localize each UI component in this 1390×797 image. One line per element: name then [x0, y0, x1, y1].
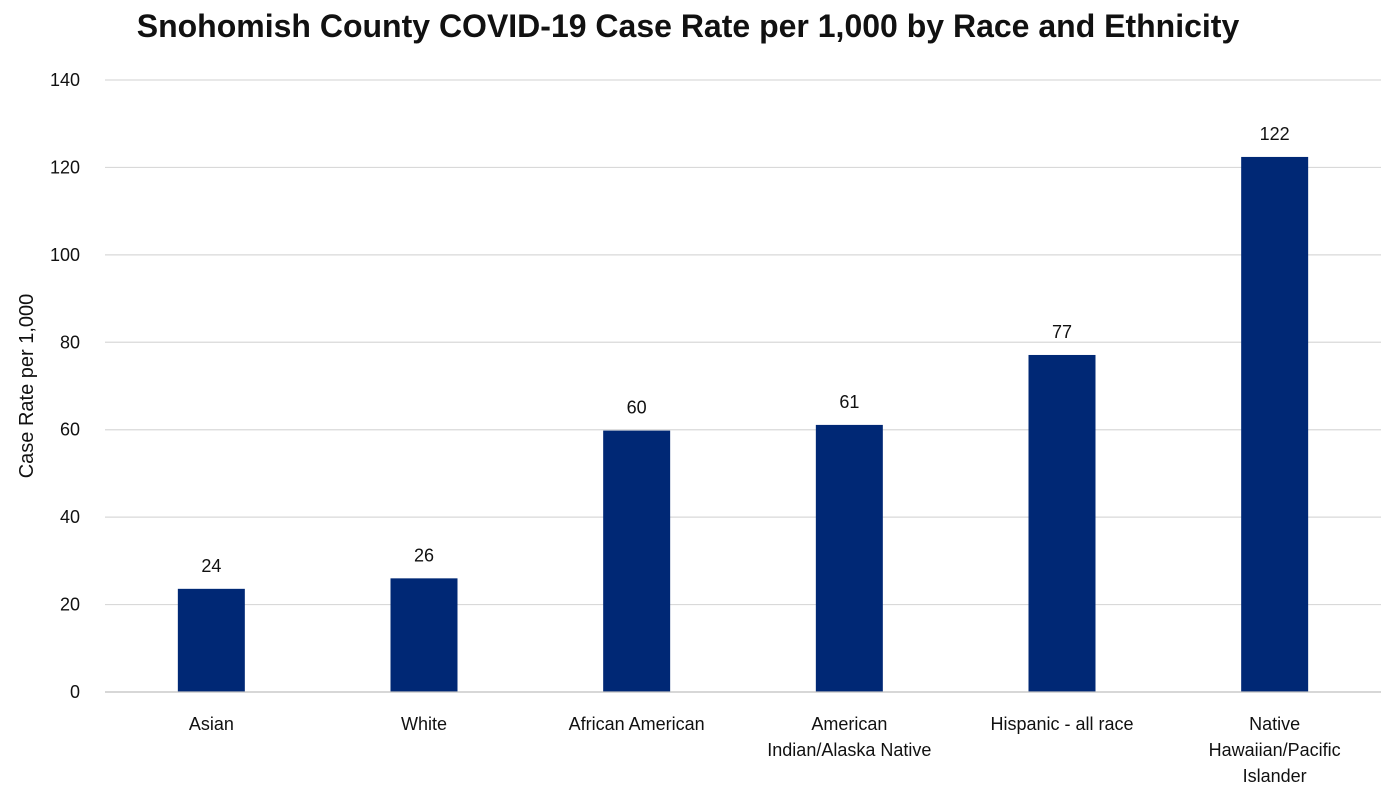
data-label: 26 — [414, 545, 434, 565]
bar — [603, 430, 671, 692]
y-tick-label: 120 — [50, 157, 80, 177]
bar — [815, 424, 883, 692]
x-tick-label-line: Islander — [1243, 766, 1307, 786]
x-tick-label: Hispanic - all race — [990, 714, 1133, 734]
bar — [390, 578, 458, 692]
x-axis-ticks: Asian White African American American Indian… — [189, 714, 1341, 786]
x-tick-label-line: White — [401, 714, 447, 734]
chart-title: Snohomish County COVID-19 Case Rate per … — [137, 8, 1240, 44]
x-tick-label: Native Hawaiian/Pacific Islander — [1209, 714, 1341, 786]
x-tick-label-line: American — [811, 714, 887, 734]
bar — [1028, 354, 1096, 692]
bar — [177, 588, 245, 692]
y-axis-label: Case Rate per 1,000 — [16, 294, 38, 479]
x-tick-label: Asian — [189, 714, 234, 734]
y-tick-label: 0 — [70, 682, 80, 702]
x-tick-label-line: Hawaiian/Pacific — [1209, 740, 1341, 760]
x-tick-label-line: Native — [1249, 714, 1300, 734]
y-tick-label: 20 — [60, 595, 80, 615]
x-tick-label: White — [401, 714, 447, 734]
gridlines — [105, 79, 1381, 606]
bar — [1241, 156, 1309, 693]
data-label: 61 — [839, 392, 859, 412]
x-tick-label: American Indian/Alaska Native — [767, 714, 931, 760]
data-labels: 24 26 60 61 77 122 — [201, 124, 1289, 576]
bars — [177, 156, 1309, 693]
data-label: 77 — [1052, 322, 1072, 342]
x-tick-label-line: Indian/Alaska Native — [767, 740, 931, 760]
y-tick-label: 140 — [50, 70, 80, 90]
y-tick-label: 60 — [60, 420, 80, 440]
y-axis-ticks: 0 20 40 60 80 100 120 140 — [50, 70, 80, 702]
data-label: 60 — [627, 398, 647, 418]
y-tick-label: 100 — [50, 245, 80, 265]
data-label: 122 — [1260, 124, 1290, 144]
y-tick-label: 40 — [60, 507, 80, 527]
x-tick-label: African American — [569, 714, 705, 734]
x-tick-label-line: African American — [569, 714, 705, 734]
x-tick-label-line: Hispanic - all race — [990, 714, 1133, 734]
x-tick-label-line: Asian — [189, 714, 234, 734]
data-label: 24 — [201, 556, 221, 576]
y-tick-label: 80 — [60, 332, 80, 352]
